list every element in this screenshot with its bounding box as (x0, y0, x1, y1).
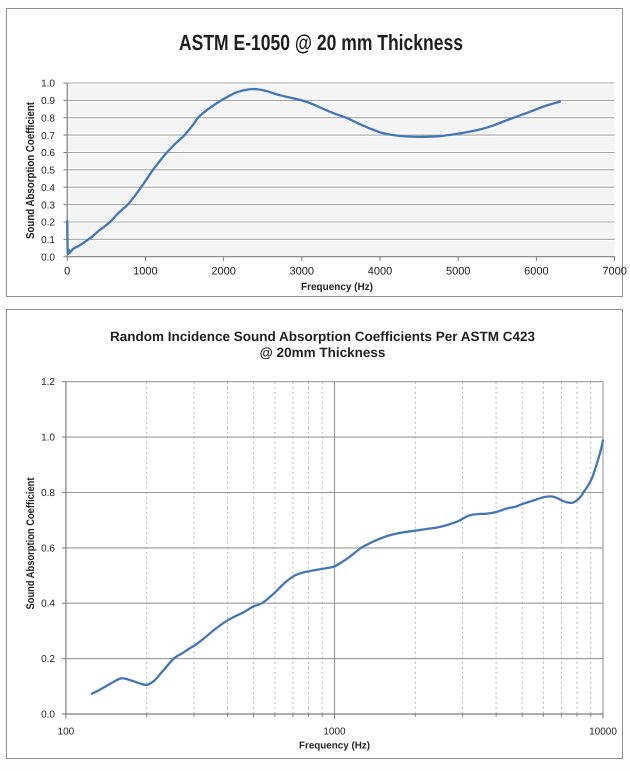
svg-text:7000: 7000 (602, 266, 626, 278)
svg-text:0.4: 0.4 (41, 183, 55, 194)
svg-text:6000: 6000 (524, 266, 548, 278)
svg-text:3000: 3000 (290, 266, 314, 278)
svg-text:Sound Absorption Coefficient: Sound Absorption Coefficient (25, 477, 37, 609)
svg-text:0.1: 0.1 (41, 235, 55, 246)
svg-text:0.6: 0.6 (41, 148, 55, 159)
svg-text:0.2: 0.2 (41, 654, 55, 665)
svg-text:5000: 5000 (446, 266, 470, 278)
svg-text:0: 0 (64, 266, 70, 278)
svg-text:1000: 1000 (323, 727, 346, 738)
svg-text:Frequency (Hz): Frequency (Hz) (299, 741, 370, 752)
svg-text:0.7: 0.7 (41, 131, 55, 142)
svg-text:1.2: 1.2 (41, 377, 55, 388)
svg-text:10000: 10000 (589, 727, 617, 738)
svg-text:4000: 4000 (368, 266, 392, 278)
svg-text:0.0: 0.0 (41, 252, 55, 263)
svg-text:100: 100 (58, 727, 75, 738)
svg-text:0.9: 0.9 (41, 96, 55, 107)
svg-text:1.0: 1.0 (41, 79, 55, 90)
svg-text:0.0: 0.0 (41, 710, 55, 721)
svg-text:Sound Absorption Coefficient: Sound Absorption Coefficient (25, 102, 37, 239)
svg-text:0.8: 0.8 (41, 488, 55, 499)
svg-text:1.0: 1.0 (41, 433, 55, 444)
svg-text:0.4: 0.4 (41, 599, 55, 610)
svg-text:2000: 2000 (211, 266, 235, 278)
svg-text:Frequency (Hz): Frequency (Hz) (301, 281, 373, 293)
svg-text:0.8: 0.8 (41, 113, 55, 124)
svg-text:0.6: 0.6 (41, 543, 55, 554)
svg-text:ASTM E-1050 @ 20 mm Thickness: ASTM E-1050 @ 20 mm Thickness (179, 30, 463, 55)
svg-text:0.2: 0.2 (41, 218, 55, 229)
svg-text:1000: 1000 (133, 266, 157, 278)
svg-text:0.3: 0.3 (41, 200, 55, 211)
svg-text:@ 20mm Thickness: @ 20mm Thickness (260, 345, 386, 360)
svg-text:Random Incidence Sound Absorpt: Random Incidence Sound Absorption Coeffi… (110, 329, 535, 344)
svg-text:0.5: 0.5 (41, 166, 55, 177)
